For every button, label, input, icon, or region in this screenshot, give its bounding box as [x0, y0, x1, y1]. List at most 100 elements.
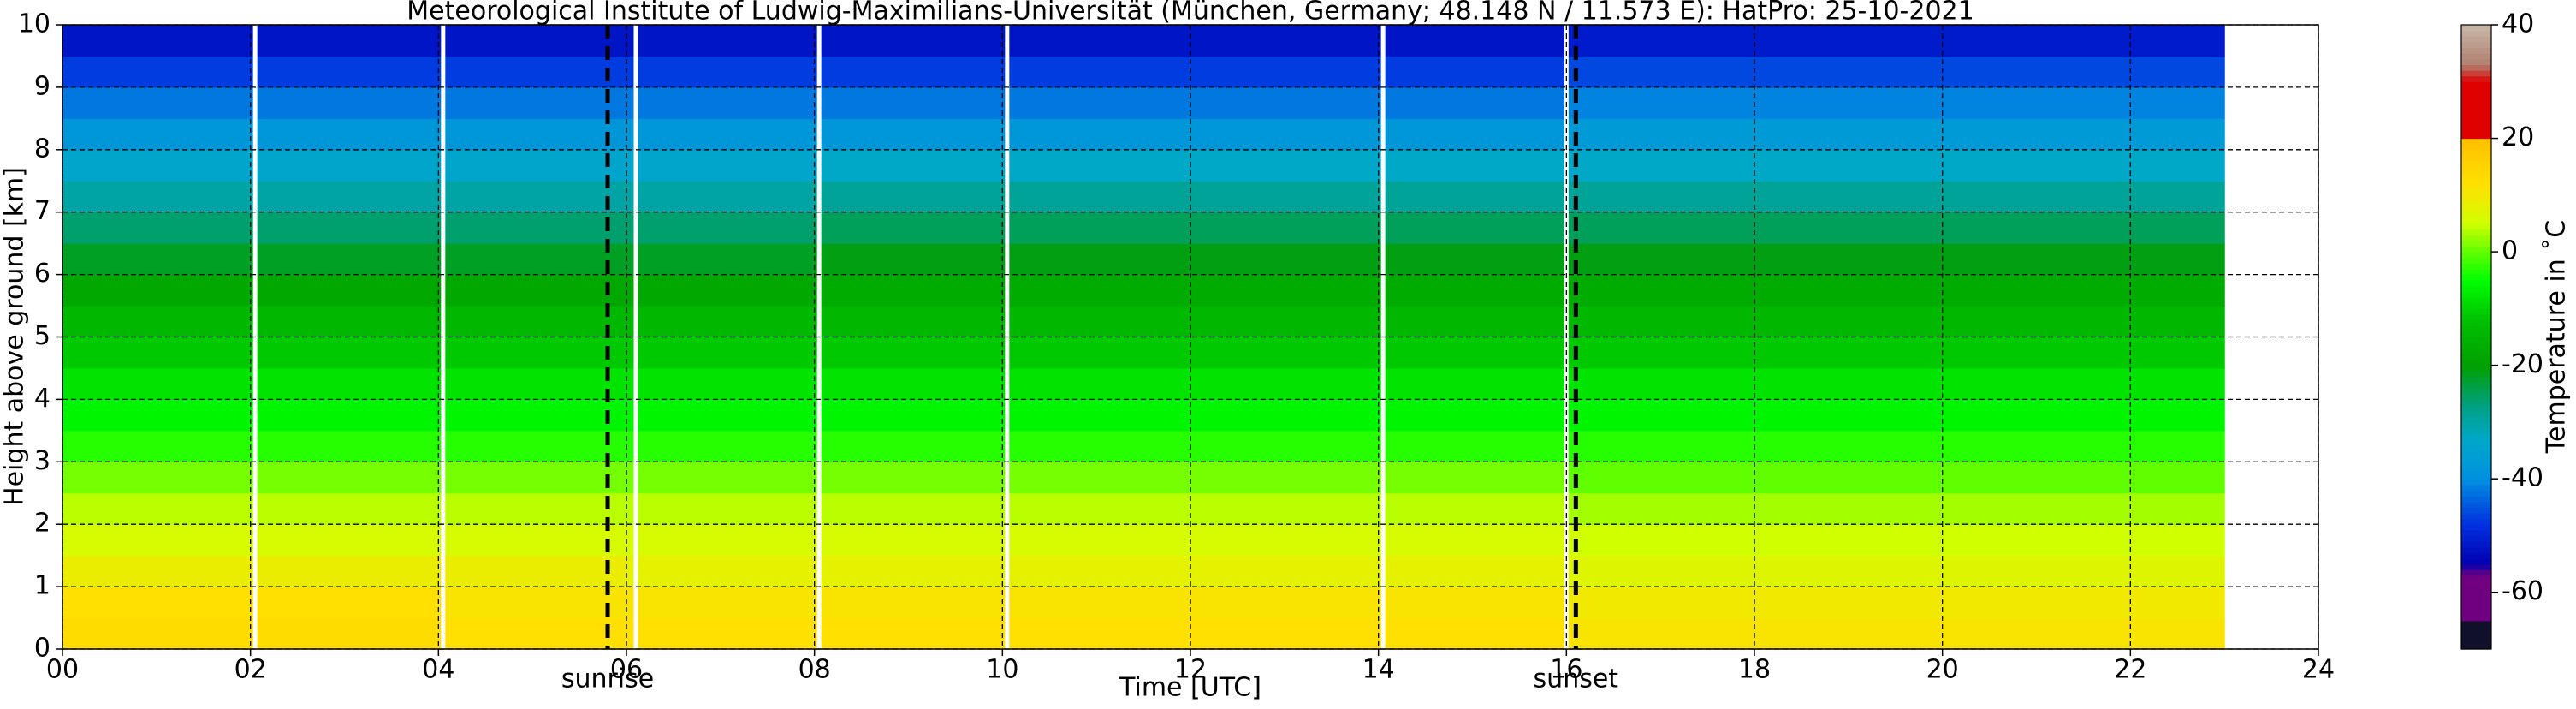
colorbar-label: Temperature in ˚C	[2542, 220, 2572, 454]
heatmap-cell	[1002, 462, 1191, 494]
heatmap-cell	[1002, 524, 1191, 557]
heatmap-cell	[814, 399, 1003, 432]
colorbar-segment	[2461, 382, 2491, 389]
heatmap-cell	[1566, 243, 1755, 276]
heatmap-cell	[1378, 399, 1567, 432]
heatmap-cell	[250, 617, 439, 650]
heatmap-cell	[1002, 56, 1191, 88]
heatmap-cell	[1190, 555, 1380, 587]
colorbar-segment	[2461, 172, 2491, 179]
colorbar-segment	[2461, 331, 2491, 338]
colorbar-segment	[2461, 410, 2491, 417]
heatmap-cell	[2130, 118, 2225, 151]
heatmap-cell	[626, 56, 816, 88]
heatmap-cell	[438, 56, 627, 88]
heatmap-cell	[250, 492, 439, 525]
heatmap-cell	[814, 149, 1003, 182]
heatmap-cell	[438, 617, 627, 650]
heatmap-cell	[1942, 430, 2131, 462]
heatmap-cell	[1754, 86, 1944, 119]
heatmap-cell	[62, 181, 252, 213]
heatmap-cell	[250, 243, 439, 276]
heatmap-cell	[1190, 337, 1380, 369]
heatmap-cell	[250, 462, 439, 494]
heatmap-cell	[438, 367, 627, 400]
heatmap-cell	[1378, 337, 1567, 369]
colorbar-segment	[2461, 535, 2491, 542]
heatmap-cell	[1190, 274, 1380, 307]
colorbar-segment	[2461, 235, 2491, 241]
heatmap-cell	[626, 86, 816, 119]
colorbar-segment	[2461, 598, 2491, 605]
colorbar-segment	[2461, 189, 2491, 196]
heatmap-cell	[1378, 430, 1567, 462]
colorbar-tick-label: 20	[2502, 122, 2534, 152]
heatmap-cell	[1754, 337, 1944, 369]
x-tick-label: 08	[798, 655, 831, 685]
x-tick-label: 10	[986, 655, 1018, 685]
heatmap-cell	[62, 492, 252, 525]
colorbar-segment	[2461, 546, 2491, 553]
colorbar-segment	[2461, 58, 2491, 65]
heatmap-cell	[1190, 399, 1380, 432]
y-axis-label: Height above ground [km]	[0, 167, 30, 506]
heatmap-cell	[250, 86, 439, 119]
heatmap-cell	[626, 367, 816, 400]
heatmap-cell	[250, 587, 439, 619]
colorbar-segment	[2461, 155, 2491, 162]
x-tick-label: 16	[1550, 655, 1582, 685]
heatmap-cell	[250, 367, 439, 400]
heatmap-cell	[1002, 337, 1191, 369]
colorbar-tick-label: 40	[2502, 9, 2534, 39]
heatmap-cell	[438, 524, 627, 557]
y-tick-label: 1	[34, 571, 50, 601]
colorbar-segment	[2461, 365, 2491, 372]
heatmap-cell	[1942, 25, 2131, 57]
heatmap-cell	[814, 555, 1003, 587]
x-tick-label: 14	[1362, 655, 1395, 685]
heatmap-cell	[1566, 587, 1755, 619]
y-tick-label: 8	[34, 134, 50, 164]
heatmap-cell	[2130, 274, 2225, 307]
heatmap-cell	[626, 118, 816, 151]
colorbar-segment	[2461, 75, 2491, 82]
heatmap-cell	[2130, 524, 2225, 557]
heatmap-cell	[62, 337, 252, 369]
colorbar-segment	[2461, 405, 2491, 412]
colorbar-segment	[2461, 348, 2491, 354]
heatmap-cell	[1378, 617, 1567, 650]
heatmap-cell	[1754, 492, 1944, 525]
colorbar-segment	[2461, 490, 2491, 497]
colorbar-segment	[2461, 563, 2491, 570]
heatmap-cell	[1566, 617, 1755, 650]
colorbar-segment	[2461, 371, 2491, 378]
heatmap-cell	[62, 56, 252, 88]
heatmap-cell	[1002, 181, 1191, 213]
heatmap-cell	[814, 617, 1003, 650]
heatmap-cell	[814, 367, 1003, 400]
heatmap-cell	[1190, 430, 1380, 462]
heatmap-cell	[250, 524, 439, 557]
colorbar-segment	[2461, 183, 2491, 190]
heatmap-cell	[438, 587, 627, 619]
heatmap-cell	[250, 430, 439, 462]
x-tick-label: 18	[1738, 655, 1771, 685]
colorbar-segment	[2461, 467, 2491, 474]
heatmap-cell	[626, 181, 816, 213]
heatmap-cell	[250, 274, 439, 307]
heatmap-cell	[814, 274, 1003, 307]
heatmap-cell	[1002, 212, 1191, 244]
heatmap-cell	[1190, 492, 1380, 525]
heatmap-cell	[62, 243, 252, 276]
heatmap-cell	[626, 617, 816, 650]
heatmap-cell	[626, 306, 816, 338]
colorbar-segment	[2461, 223, 2491, 230]
heatmap-cell	[626, 492, 816, 525]
colorbar-segment	[2461, 161, 2491, 168]
heatmap-cell	[1002, 587, 1191, 619]
heatmap-cell	[1754, 243, 1944, 276]
colorbar-segment	[2461, 132, 2491, 140]
y-tick-label: 0	[34, 634, 50, 664]
heatmap-cell	[1942, 56, 2131, 88]
